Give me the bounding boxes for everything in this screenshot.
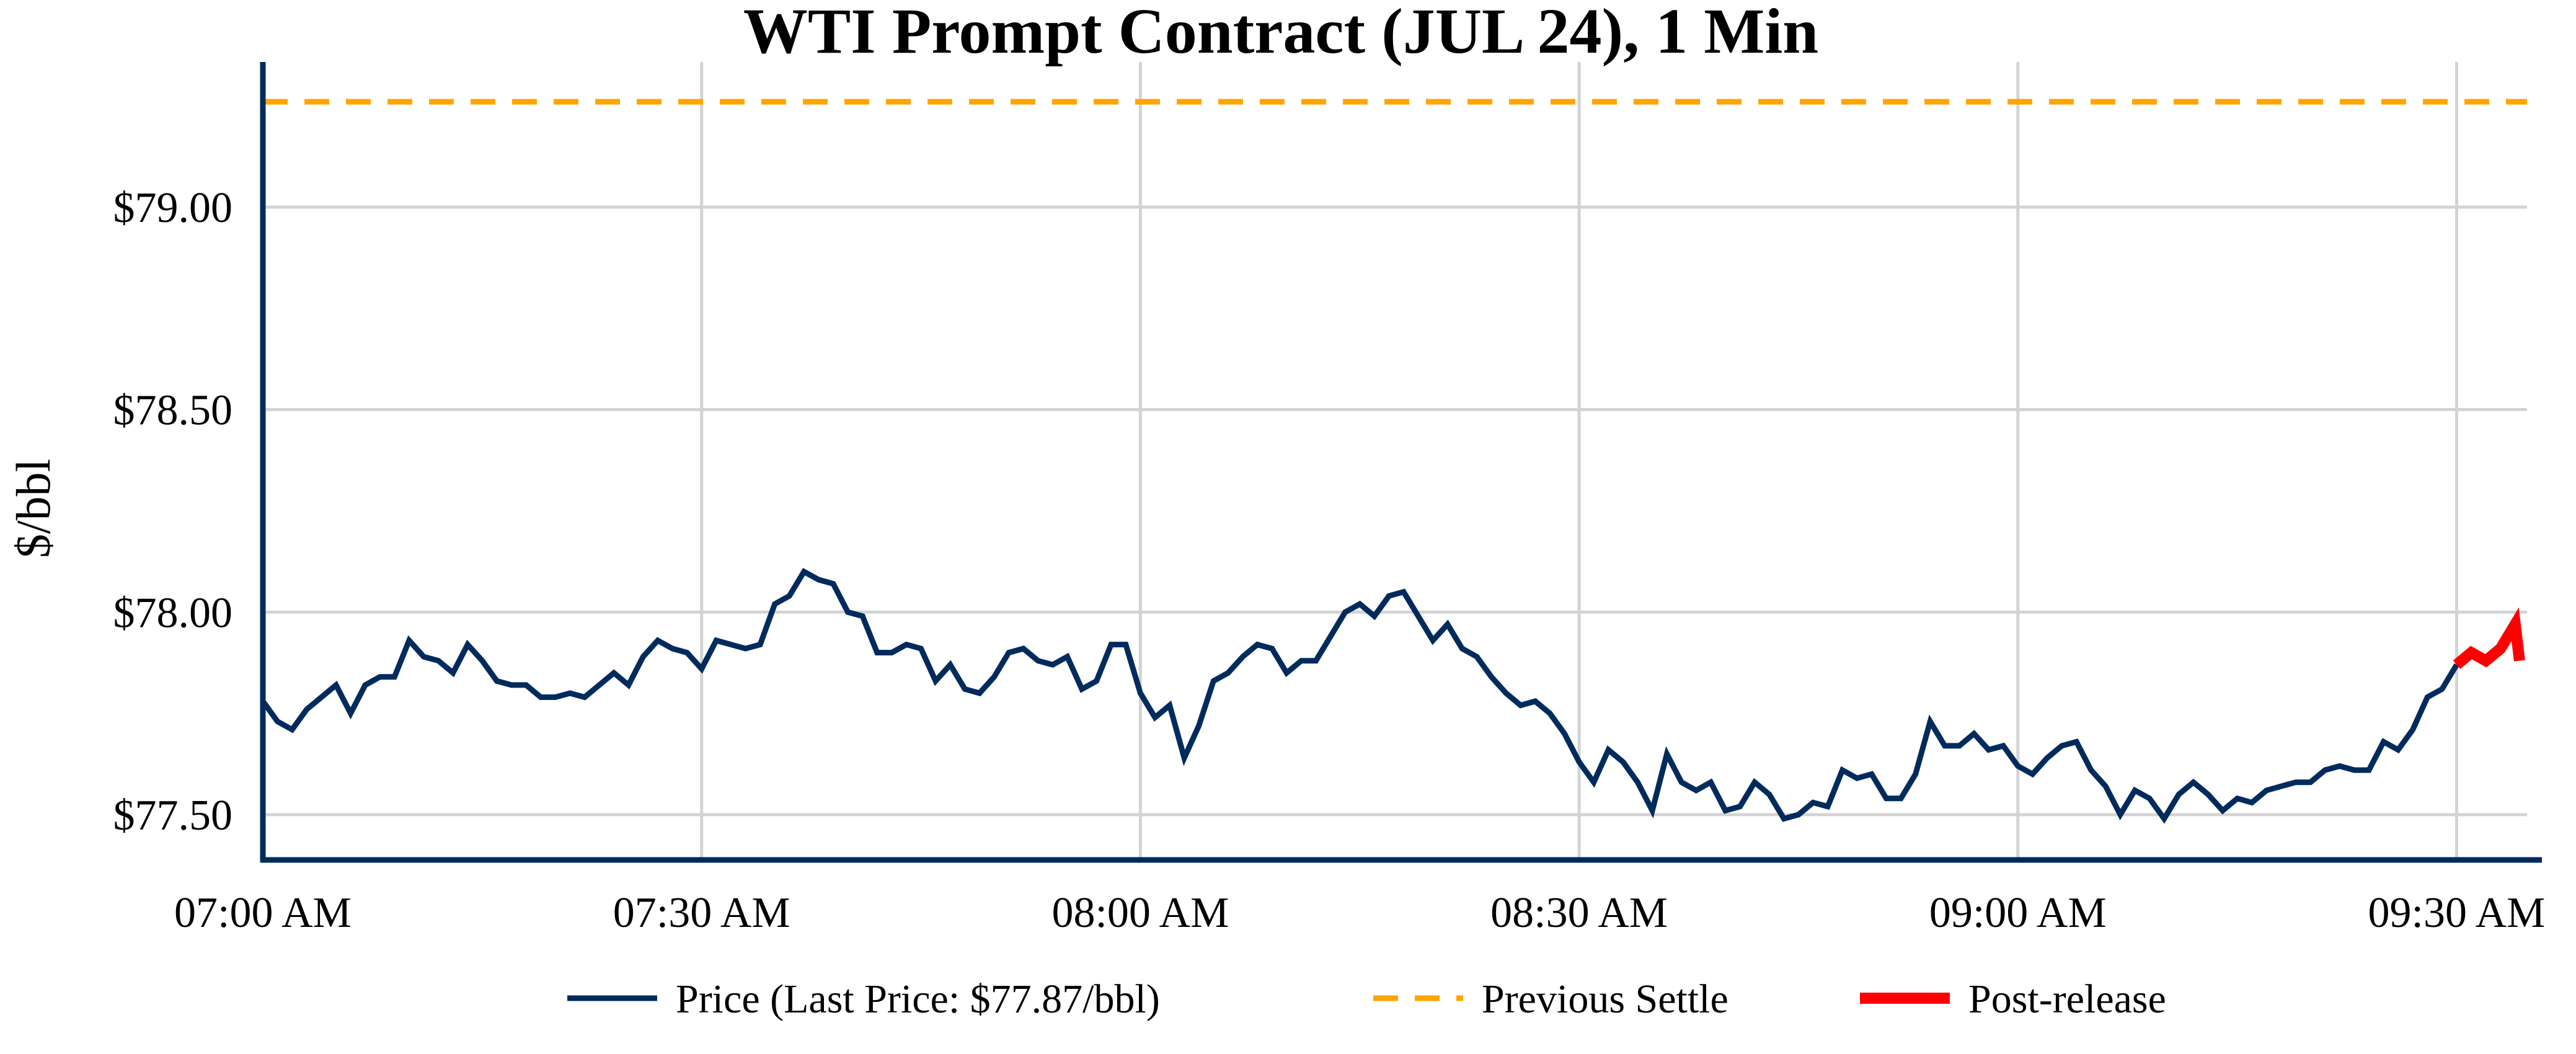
chart-title: WTI Prompt Contract (JUL 24), 1 Min bbox=[743, 0, 1818, 67]
y-tick-label: $79.00 bbox=[113, 184, 233, 232]
legend: Price (Last Price: $77.87/bbl) Previous S… bbox=[567, 976, 2166, 1022]
y-axis-label: $/bbl bbox=[6, 459, 60, 558]
x-tick-label: 08:30 AM bbox=[1490, 889, 1668, 937]
x-tick-label: 09:30 AM bbox=[2368, 889, 2546, 937]
x-tick-label: 07:00 AM bbox=[174, 889, 352, 937]
legend-previous-settle-label: Previous Settle bbox=[1482, 976, 1728, 1022]
legend-price-label: Price (Last Price: $77.87/bbl) bbox=[676, 976, 1160, 1022]
grid bbox=[263, 62, 2527, 860]
price-line bbox=[260, 567, 2459, 824]
x-tick-label: 09:00 AM bbox=[1929, 889, 2107, 937]
y-axis-ticks: $77.50 $78.00 $78.50 $79.00 bbox=[113, 184, 233, 839]
legend-post-release-label: Post-release bbox=[1968, 976, 2166, 1022]
y-tick-label: $78.50 bbox=[113, 387, 233, 435]
x-tick-label: 08:00 AM bbox=[1051, 889, 1229, 937]
post-release-line bbox=[2453, 607, 2525, 670]
x-axis-ticks: 07:00 AM 07:30 AM 08:00 AM 08:30 AM 09:00 AM… bbox=[174, 889, 2545, 937]
series-layer bbox=[260, 99, 2527, 824]
y-tick-label: $78.00 bbox=[113, 589, 233, 637]
y-tick-label: $77.50 bbox=[113, 792, 233, 839]
x-tick-label: 07:30 AM bbox=[613, 889, 790, 937]
